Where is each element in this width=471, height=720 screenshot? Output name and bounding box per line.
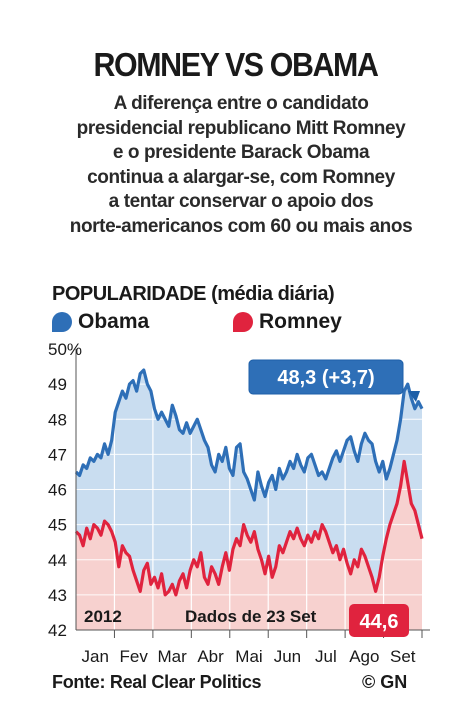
y-tick-label: 49 xyxy=(48,375,67,394)
legend-item-romney: Romney xyxy=(233,310,342,334)
legend-swatch-obama xyxy=(52,312,72,332)
x-tick-label: Fev xyxy=(119,647,148,666)
legend-label-romney: Romney xyxy=(259,310,342,333)
y-tick-label: 44 xyxy=(48,551,67,570)
x-tick-label: Mai xyxy=(235,647,262,666)
legend-swatch-romney xyxy=(233,312,253,332)
source-note: Fonte: Real Clear Politics xyxy=(52,672,262,692)
obama-line xyxy=(74,368,424,502)
copyright-credit: © GN xyxy=(362,672,408,692)
infographic-subtitle: A diferença entre o candidato presidenci… xyxy=(56,92,426,239)
subtitle-line: presidencial republicano Mitt Romney xyxy=(76,117,406,139)
obama-callout-pointer xyxy=(408,391,420,402)
x-tick-label: Jun xyxy=(274,647,301,666)
romney-callout-box xyxy=(349,604,409,637)
x-tick-label: Abr xyxy=(197,647,224,666)
subtitle-line: continua a alargar-se, com Romney xyxy=(87,166,395,188)
legend-item-obama: Obama xyxy=(52,310,149,334)
date-note: Dados de 23 Set xyxy=(185,607,317,626)
romney-final-label: 44,6 xyxy=(360,611,399,633)
x-tick-label: Ago xyxy=(349,647,379,666)
y-tick-label: 48 xyxy=(48,410,67,429)
x-tick-label: Mar xyxy=(157,647,187,666)
obama-final-label: 48,3 (+3,7) xyxy=(277,367,374,389)
y-tick-label: 42 xyxy=(48,621,67,640)
subtitle-line: e o presidente Barack Obama xyxy=(112,142,370,163)
y-tick-label: 50% xyxy=(48,340,82,359)
chart-title: POPULARIDADE (média diária) xyxy=(52,283,335,305)
y-tick-label: 45 xyxy=(48,516,67,535)
legend-label-obama: Obama xyxy=(78,310,150,333)
obama-callout-box xyxy=(248,359,404,395)
x-tick-label: Jul xyxy=(315,647,337,666)
subtitle-line: A diferença entre o candidato xyxy=(113,93,369,114)
infographic-title: ROMNEY VS OBAMA xyxy=(93,46,378,83)
year-label: 2012 xyxy=(84,607,122,626)
romney-line xyxy=(74,459,424,597)
x-tick-label: Set xyxy=(390,647,416,666)
obama-area xyxy=(76,370,422,595)
subtitle-line: norte-americanos com 60 ou mais anos xyxy=(69,215,413,237)
y-tick-label: 43 xyxy=(48,586,67,605)
y-tick-label: 46 xyxy=(48,481,67,500)
x-tick-label: Jan xyxy=(82,647,109,666)
subtitle-line: a tentar conservar o apoio dos xyxy=(108,191,374,212)
y-tick-label: 47 xyxy=(48,445,67,464)
